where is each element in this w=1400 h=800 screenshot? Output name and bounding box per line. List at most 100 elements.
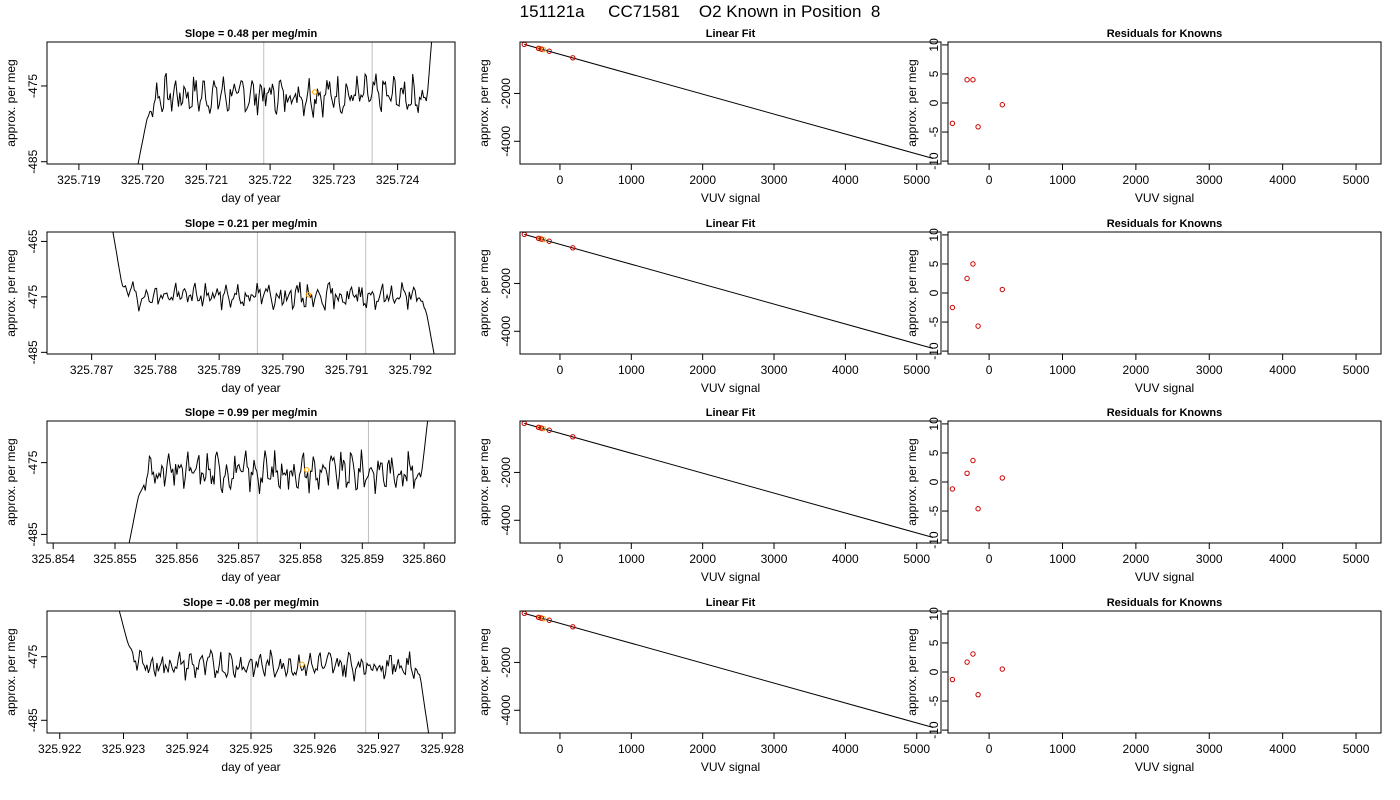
panel-r2-c2: Linear Fit 0 1000 2000 3000 4000 5000 VUV signa… (477, 218, 942, 395)
y-tick-label: -5 (927, 316, 941, 327)
panel-title: Slope = -0.08 per meg/min (183, 597, 319, 609)
plot-area (949, 261, 1006, 329)
plot-frame (519, 231, 942, 355)
x-tick-label: 0 (986, 173, 993, 187)
x-tick-label: 1000 (618, 173, 645, 187)
x-tick-label: 2000 (1123, 552, 1150, 566)
x-tick-label: 1000 (1049, 552, 1076, 566)
plot-frame (46, 420, 456, 544)
x-tick-label: 5000 (1343, 552, 1370, 566)
y-axis-label: approx. per meg (477, 249, 491, 336)
panel-title: Slope = 0.21 per meg/min (185, 218, 318, 230)
y-tick-label: -485 (26, 522, 40, 546)
orange-point (540, 425, 547, 432)
x-tick-label: 0 (557, 742, 564, 756)
red-point (999, 102, 1006, 108)
x-tick-label: 0 (557, 552, 564, 566)
x-tick-label: 0 (986, 742, 993, 756)
data-trace (118, 611, 430, 733)
x-tick-label: 325.859 (341, 552, 385, 566)
red-point (538, 236, 545, 242)
x-tick-label: 3000 (761, 363, 788, 377)
x-tick-label: 5000 (1343, 173, 1370, 187)
y-axis-label: approx. per meg (905, 628, 919, 715)
x-tick-label: 325.926 (293, 742, 337, 756)
red-point (970, 651, 976, 657)
y-tick-label: -2000 (499, 268, 513, 299)
plot-frame (519, 610, 942, 734)
red-point (570, 434, 576, 440)
fit-line (524, 422, 934, 538)
plot-area (521, 42, 934, 159)
panel-r2-c1: Slope = 0.21 per meg/min 325.787 325.788 32… (4, 218, 456, 395)
plot-frame (519, 420, 942, 544)
x-tick-label: 4000 (832, 173, 859, 187)
x-tick-label: 5000 (903, 363, 930, 377)
red-point (964, 470, 970, 476)
panel-title: Residuals for Knowns (1107, 407, 1223, 419)
x-axis-label: VUV signal (1135, 570, 1194, 584)
orange-point (299, 661, 305, 668)
x-tick-label: 4000 (832, 552, 859, 566)
y-tick-label: 5 (927, 449, 941, 456)
x-axis-label: day of year (221, 760, 280, 774)
x-tick-label: 325.723 (312, 173, 356, 187)
x-tick-label: 1000 (618, 742, 645, 756)
panel-r3-c3: Residuals for Knowns 0 1000 2000 3000 4000 500… (905, 407, 1382, 584)
x-tick-label: 2000 (689, 173, 716, 187)
plot-frame (46, 610, 456, 734)
y-tick-label: 0 (927, 289, 941, 296)
x-tick-label: 2000 (1123, 742, 1150, 756)
red-point (570, 55, 576, 61)
x-tick-label: 325.855 (93, 552, 137, 566)
y-axis-label: approx. per meg (4, 438, 18, 525)
plot-area (949, 77, 1006, 130)
x-tick-label: 2000 (1123, 363, 1150, 377)
plot-frame (947, 41, 1382, 165)
panel-r1-c1: Slope = 0.48 per meg/min 325.719 325.720 32… (4, 28, 456, 205)
plot-area (521, 421, 934, 538)
x-tick-label: 325.928 (421, 742, 465, 756)
x-tick-label: 325.922 (38, 742, 82, 756)
y-tick-label: 0 (927, 99, 941, 106)
panel-title: Residuals for Knowns (1107, 218, 1223, 230)
y-tick-label: 10 (927, 607, 941, 621)
y-axis-label: approx. per meg (4, 628, 18, 715)
plot-frame (947, 420, 1382, 544)
plot-area (949, 651, 1006, 698)
data-trace (128, 421, 429, 543)
plot-area (521, 611, 934, 728)
x-axis-label: day of year (221, 570, 280, 584)
y-tick-label: -475 (26, 644, 40, 668)
x-tick-label: 2000 (689, 363, 716, 377)
x-tick-label: 325.856 (155, 552, 199, 566)
red-point (999, 475, 1006, 481)
plot-area (521, 232, 934, 349)
panel-title: Residuals for Knowns (1107, 597, 1223, 609)
red-point (538, 46, 545, 52)
plot-area (118, 611, 430, 733)
x-tick-label: 4000 (832, 742, 859, 756)
x-tick-label: 4000 (832, 363, 859, 377)
x-axis-label: day of year (221, 191, 280, 205)
x-tick-label: 325.924 (166, 742, 210, 756)
red-point (999, 666, 1006, 672)
x-tick-label: 4000 (1269, 363, 1296, 377)
panel-title: Slope = 0.99 per meg/min (185, 407, 318, 419)
x-tick-label: 2000 (1123, 173, 1150, 187)
x-axis-label: VUV signal (701, 570, 760, 584)
x-tick-label: 0 (986, 363, 993, 377)
y-tick-label: 0 (927, 668, 941, 675)
x-tick-label: 1000 (1049, 742, 1076, 756)
fit-line (524, 612, 934, 728)
red-point (970, 457, 976, 464)
x-tick-label: 1000 (1049, 173, 1076, 187)
orange-point (540, 46, 547, 53)
y-tick-label: -475 (26, 74, 40, 98)
x-tick-label: 0 (986, 552, 993, 566)
x-axis-label: VUV signal (701, 760, 760, 774)
red-point (535, 45, 542, 52)
y-tick-label: 5 (927, 639, 941, 646)
red-point (538, 425, 545, 431)
